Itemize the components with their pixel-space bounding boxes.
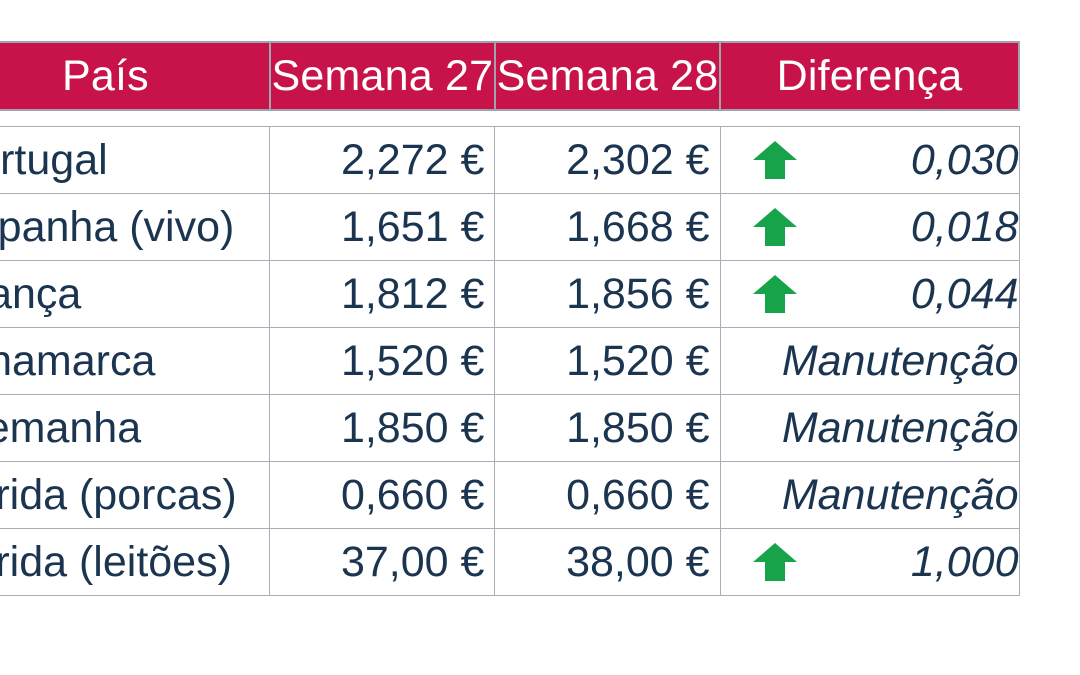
- table-row: Dinamarca 1,520 € 1,520 € Manutenção: [0, 327, 1020, 395]
- difference-value: 0,044: [910, 269, 1019, 318]
- up-arrow-icon: [752, 141, 797, 179]
- difference-value: 1,000: [910, 537, 1019, 586]
- week-28-price: 1,856 €: [494, 260, 721, 328]
- difference-note: Manutenção: [781, 403, 1019, 452]
- week-28-price: 0,660 €: [494, 461, 721, 529]
- country-cell: França: [0, 260, 271, 328]
- table-row: França 1,812 € 1,856 € 0,044: [0, 260, 1020, 328]
- difference-cell: Manutenção: [719, 394, 1020, 462]
- header-row: País Semana 27 Semana 28 Diferença: [0, 41, 1020, 111]
- difference-cell: 0,018: [719, 193, 1020, 261]
- week-27-price: 1,850 €: [269, 394, 496, 462]
- difference-cell: 1,000: [719, 528, 1020, 596]
- pig-price-table: País Semana 27 Semana 28 Diferença Portu…: [0, 41, 1020, 596]
- week-28-price: 2,302 €: [494, 126, 721, 194]
- difference-cell: Manutenção: [719, 461, 1020, 529]
- difference-cell: 0,030: [719, 126, 1020, 194]
- week-28-price: 38,00 €: [494, 528, 721, 596]
- difference-note: Manutenção: [781, 470, 1019, 519]
- difference-value: 0,030: [910, 135, 1019, 184]
- week-27-price: 2,272 €: [269, 126, 496, 194]
- country-cell: Portugal: [0, 126, 271, 194]
- table-row: Portugal 2,272 € 2,302 € 0,030: [0, 126, 1020, 194]
- up-arrow-icon: [752, 275, 797, 313]
- week-27-price: 1,520 €: [269, 327, 496, 395]
- header-week-27: Semana 27: [268, 41, 496, 111]
- week-28-price: 1,668 €: [494, 193, 721, 261]
- week-27-price: 0,660 €: [269, 461, 496, 529]
- week-28-price: 1,850 €: [494, 394, 721, 462]
- week-28-price: 1,520 €: [494, 327, 721, 395]
- up-arrow-icon: [752, 208, 797, 246]
- header-difference: Diferença: [719, 41, 1020, 111]
- week-27-price: 1,812 €: [269, 260, 496, 328]
- country-cell: Dinamarca: [0, 327, 271, 395]
- header-week-28: Semana 28: [493, 41, 722, 111]
- header-country: País: [0, 41, 271, 111]
- table-row: Lérida (leitões) 37,00 € 38,00 € 1,000: [0, 528, 1020, 596]
- table-row: Lérida (porcas) 0,660 € 0,660 € Manutenç…: [0, 461, 1020, 529]
- table-row: Alemanha 1,850 € 1,850 € Manutenção: [0, 394, 1020, 462]
- difference-value: 0,018: [910, 202, 1019, 251]
- header-gap: [0, 110, 1019, 127]
- country-cell: Lérida (leitões): [0, 528, 271, 596]
- difference-cell: 0,044: [719, 260, 1020, 328]
- table-row: Espanha (vivo) 1,651 € 1,668 € 0,018: [0, 193, 1020, 261]
- country-cell: Alemanha: [0, 394, 271, 462]
- difference-cell: Manutenção: [719, 327, 1020, 395]
- week-27-price: 1,651 €: [269, 193, 496, 261]
- country-cell: Lérida (porcas): [0, 461, 271, 529]
- up-arrow-icon: [752, 543, 797, 581]
- table-body: Portugal 2,272 € 2,302 € 0,030 Espanha (…: [0, 126, 1020, 596]
- difference-note: Manutenção: [781, 336, 1019, 385]
- country-cell: Espanha (vivo): [0, 193, 271, 261]
- week-27-price: 37,00 €: [269, 528, 496, 596]
